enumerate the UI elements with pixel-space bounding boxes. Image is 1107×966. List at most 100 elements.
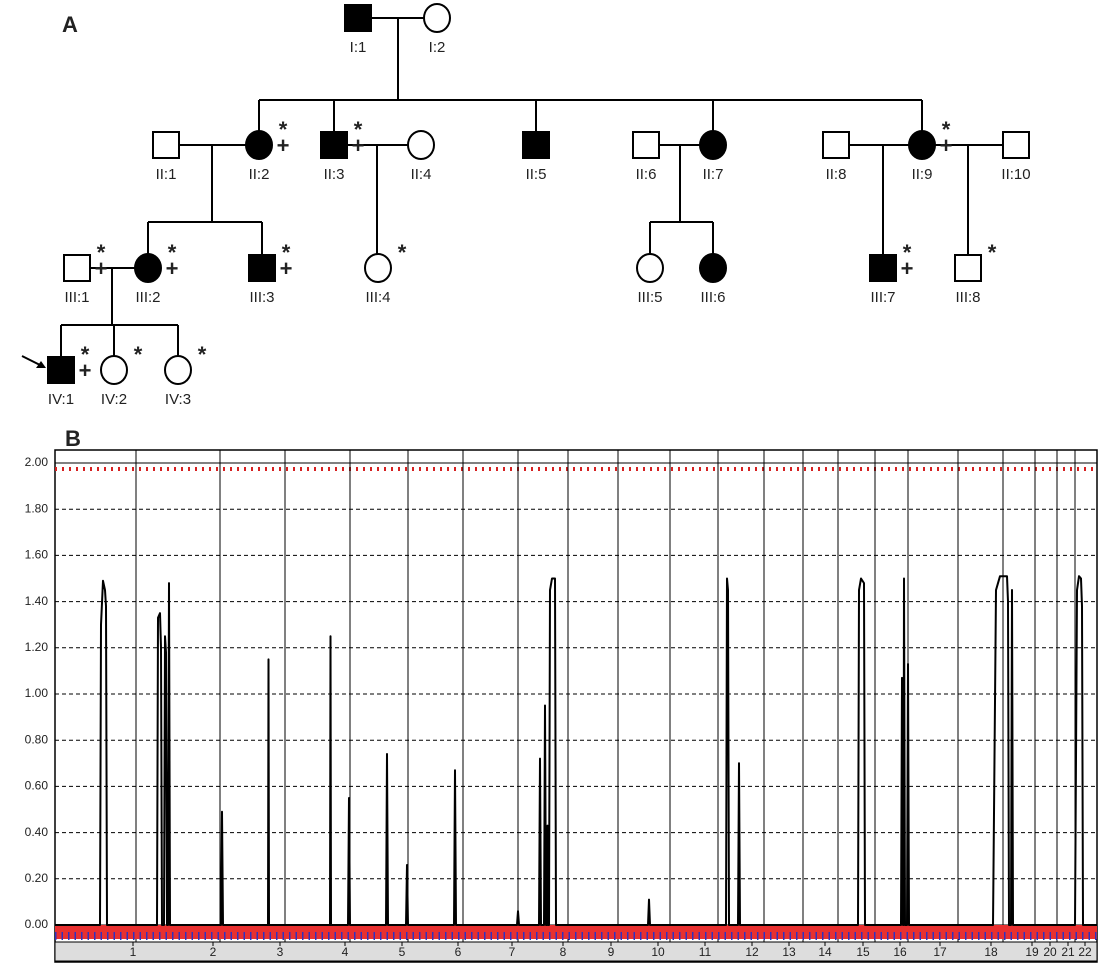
y-tick-label: 1.20	[25, 640, 49, 654]
genotyped-mark: *	[398, 240, 407, 265]
genotyped-mark: *	[134, 342, 143, 367]
x-tick-label: 6	[455, 945, 462, 959]
genotyped-mark: *	[81, 342, 90, 367]
node-label: III:6	[700, 289, 725, 306]
carrier-mark: +	[901, 256, 914, 281]
x-tick-label: 22	[1078, 945, 1092, 959]
x-tick-label: 8	[560, 945, 567, 959]
node-label: III:2	[135, 289, 160, 306]
carrier-mark: +	[79, 358, 92, 383]
pedigree-male	[47, 356, 75, 384]
pedigree-female	[407, 130, 435, 160]
x-tick-label: 7	[509, 945, 516, 959]
node-label: II:7	[703, 166, 724, 183]
node-label: IV:1	[48, 391, 74, 408]
node-label: II:9	[912, 166, 933, 183]
y-tick-label: 1.40	[25, 594, 49, 608]
pedigree-female	[636, 253, 664, 283]
x-tick-label: 9	[608, 945, 615, 959]
x-tick-label: 18	[984, 945, 998, 959]
pedigree-male	[63, 254, 91, 282]
x-tick-label: 17	[933, 945, 947, 959]
node-label: III:3	[249, 289, 274, 306]
node-label: III:1	[64, 289, 89, 306]
pedigree-male	[1002, 131, 1030, 159]
x-tick-label: 16	[893, 945, 907, 959]
x-tick-label: 10	[651, 945, 665, 959]
pedigree-female	[134, 253, 162, 283]
x-tick-label: 11	[699, 945, 712, 959]
x-tick-label: 21	[1061, 945, 1075, 959]
plot-frame	[54, 449, 1098, 963]
y-tick-label: 0.00	[25, 917, 49, 931]
pedigree-male	[954, 254, 982, 282]
genotyped-mark: *	[903, 240, 912, 265]
carrier-mark: +	[352, 133, 365, 158]
x-tick-label: 19	[1025, 945, 1039, 959]
node-label: IV:2	[101, 391, 127, 408]
pedigree-female	[245, 130, 273, 160]
pedigree-female	[908, 130, 936, 160]
y-tick-label: 1.80	[25, 501, 49, 515]
carrier-mark: +	[277, 133, 290, 158]
pedigree-female	[699, 130, 727, 160]
chromosome-strip	[54, 941, 1098, 962]
panel-label: B	[65, 426, 81, 451]
node-label: II:1	[156, 166, 177, 183]
x-tick-label: 4	[342, 945, 349, 959]
x-tick-label: 20	[1043, 945, 1057, 959]
x-tick-label: 3	[277, 945, 284, 959]
lod-line	[55, 575, 1097, 926]
y-tick-label: 1.00	[25, 686, 49, 700]
genotyped-mark: *	[168, 240, 177, 265]
genotyped-mark: *	[988, 240, 997, 265]
carrier-mark: +	[280, 256, 293, 281]
node-label: IV:3	[165, 391, 191, 408]
y-tick-label: 0.40	[25, 825, 49, 839]
node-label: II:8	[826, 166, 847, 183]
node-label: III:4	[365, 289, 390, 306]
y-tick-label: 0.20	[25, 871, 49, 885]
node-label: III:5	[637, 289, 662, 306]
node-label: II:5	[526, 166, 547, 183]
genotyped-mark: *	[198, 342, 207, 367]
node-label: III:8	[955, 289, 980, 306]
carrier-mark: +	[940, 133, 953, 158]
pedigree-male	[869, 254, 897, 282]
y-tick-label: 2.00	[25, 455, 49, 469]
y-tick-label: 0.80	[25, 732, 49, 746]
pedigree-male	[632, 131, 660, 159]
pedigree-male	[522, 131, 550, 159]
node-label: III:7	[870, 289, 895, 306]
pedigree-female	[164, 355, 192, 385]
x-tick-label: 5	[399, 945, 406, 959]
x-tick-label: 15	[856, 945, 870, 959]
pedigree-female	[364, 253, 392, 283]
pedigree-male	[152, 131, 180, 159]
pedigree-female	[100, 355, 128, 385]
x-tick-label: 14	[818, 945, 832, 959]
pedigree-female	[699, 253, 727, 283]
genotyped-mark: *	[354, 117, 363, 142]
x-tick-label: 12	[745, 945, 759, 959]
node-label: II:2	[249, 166, 270, 183]
node-label: II:6	[636, 166, 657, 183]
pedigree-male	[344, 4, 372, 32]
pedigree-female	[423, 3, 451, 33]
node-label: II:4	[411, 166, 432, 183]
proband-arrow-head	[36, 361, 46, 368]
panel-label: A	[62, 12, 78, 37]
genotyped-mark: *	[942, 117, 951, 142]
x-tick-label: 2	[210, 945, 217, 959]
pedigree-male	[822, 131, 850, 159]
y-tick-label: 1.60	[25, 548, 49, 562]
carrier-mark: +	[95, 256, 108, 281]
genotyped-mark: *	[282, 240, 291, 265]
carrier-mark: +	[166, 256, 179, 281]
genotyped-mark: *	[97, 240, 106, 265]
pedigree-male	[248, 254, 276, 282]
x-tick-label: 1	[130, 945, 137, 959]
genotyped-mark: *	[279, 117, 288, 142]
node-label: II:3	[324, 166, 345, 183]
